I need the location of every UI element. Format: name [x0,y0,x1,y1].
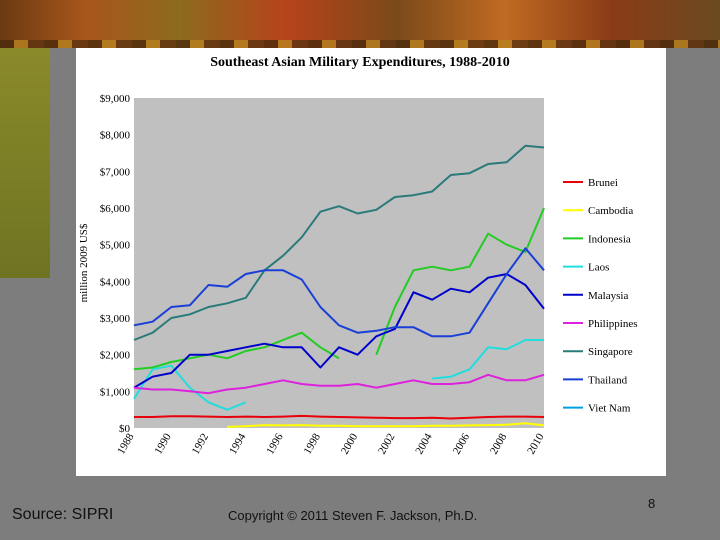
legend-label: Cambodia [588,205,633,217]
series-line-philippines [133,373,545,395]
legend-label: Thailand [588,374,628,386]
series-line-malaysia [133,273,545,389]
x-tick-label: 2006 [451,431,473,456]
legend-label: Indonesia [588,233,631,245]
y-tick-label: $9,000 [100,93,131,105]
x-tick-label: 1996 [264,431,286,456]
y-tick-label: $3,000 [100,313,131,325]
x-tick-label: 2004 [413,431,435,456]
y-tick-label: $7,000 [100,166,131,178]
line-chart: Southeast Asian Military Expenditures, 1… [78,55,661,457]
legend-label: Singapore [588,346,633,358]
legend-label: Philippines [588,318,638,330]
legend-label: Brunei [588,177,618,189]
legend-label: Malaysia [588,290,628,302]
decorative-banner-strip [0,40,720,48]
y-tick-label: $2,000 [100,350,131,362]
legend-label: Laos [588,262,609,274]
y-tick-label: $4,000 [100,276,131,288]
x-tick-label: 2008 [488,431,510,456]
y-tick-label: $0 [119,423,131,435]
y-axis-label: million 2009 US$ [78,223,90,302]
series-line-indonesia [133,207,545,371]
x-tick-label: 1998 [302,431,324,456]
y-tick-label: $5,000 [100,240,131,252]
x-tick-label: 1994 [227,431,249,456]
x-tick-label: 1992 [190,432,211,457]
series-line-laos [133,339,544,411]
x-tick-label: 2002 [376,432,397,457]
y-tick-label: $1,000 [100,386,131,398]
x-tick-label: 2000 [339,431,361,456]
y-tick-label: $8,000 [100,130,131,142]
y-tick-label: $6,000 [100,203,131,215]
source-label: Source: SIPRI [12,506,114,523]
series-line-singapore [133,144,545,341]
copyright-label: Copyright © 2011 Steven F. Jackson, Ph.D… [228,508,478,523]
plot-area [134,98,544,428]
chart-panel: Southeast Asian Military Expenditures, 1… [76,48,666,476]
chart-title: Southeast Asian Military Expenditures, 1… [210,55,510,70]
x-tick-label: 2010 [525,431,547,456]
page-number: 8 [648,496,656,511]
series-line-brunei [134,414,545,420]
series-line-thailand [133,247,545,338]
decorative-left-accent [0,48,50,278]
series-line-cambodia [227,422,545,428]
x-tick-label: 1990 [152,431,174,456]
legend-label: Viet Nam [588,403,631,415]
